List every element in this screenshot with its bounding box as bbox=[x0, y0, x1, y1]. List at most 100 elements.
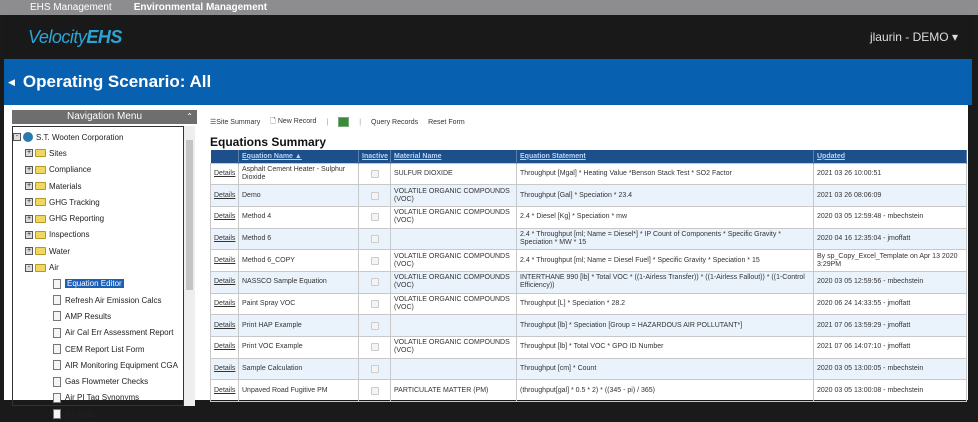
tree-item[interactable]: Air Cal Err Assessment Report bbox=[13, 325, 183, 341]
topnav-environmental-management[interactable]: Environmental Management bbox=[133, 2, 268, 13]
expand-icon[interactable]: + bbox=[25, 165, 33, 174]
table-row: Details Method 4 VOLATILE ORGANIC COMPOU… bbox=[210, 205, 967, 229]
details-link[interactable]: Details bbox=[214, 386, 236, 394]
tree-item[interactable]: Refresh Air Emission Calcs bbox=[13, 292, 183, 308]
col-equation-statement[interactable]: Equation Statement bbox=[516, 150, 814, 163]
collapse-arrow-icon[interactable]: ◀ bbox=[8, 76, 15, 87]
reset-form-button[interactable]: Reset Form bbox=[428, 118, 465, 126]
inactive-checkbox[interactable] bbox=[370, 321, 379, 330]
updated: 2021 07 06 13:59:29 - jmoffatt bbox=[813, 314, 967, 337]
table-header: Equation Name ▲ Inactive Material Name E… bbox=[210, 150, 967, 163]
details-cell: Details bbox=[210, 184, 239, 207]
material-name: VOLATILE ORGANIC COMPOUNDS (VOC) bbox=[390, 184, 517, 207]
tree-folder[interactable]: + Compliance bbox=[13, 162, 183, 178]
tree-item[interactable]: AMP Results bbox=[13, 308, 183, 324]
details-link[interactable]: Details bbox=[214, 169, 236, 177]
col-equation-name[interactable]: Equation Name ▲ bbox=[238, 150, 359, 163]
equation-statement: 2.4 * Diesel [Kg] * Speciation * mw bbox=[516, 205, 814, 229]
tree-folder[interactable]: + Water bbox=[13, 243, 183, 259]
col-material-name[interactable]: Material Name bbox=[390, 150, 517, 163]
user-menu[interactable]: jlaurin - DEMO ▾ bbox=[869, 30, 958, 44]
expand-icon[interactable]: + bbox=[25, 230, 33, 239]
inactive-cell bbox=[358, 184, 391, 207]
site-summary-button[interactable]: ☰Site Summary bbox=[210, 119, 261, 126]
tree-item[interactable]: Gas Flowmeter Checks bbox=[13, 373, 183, 389]
details-link[interactable]: Details bbox=[214, 321, 236, 329]
material-name: VOLATILE ORGANIC COMPOUNDS (VOC) bbox=[390, 249, 517, 272]
tree-item[interactable]: Air Rata bbox=[13, 406, 183, 422]
inactive-checkbox[interactable] bbox=[370, 386, 379, 395]
details-link[interactable]: Details bbox=[214, 365, 236, 373]
tree-label: GHG Reporting bbox=[49, 214, 105, 224]
expand-icon[interactable]: + bbox=[25, 182, 33, 191]
document-icon bbox=[53, 392, 61, 403]
details-cell: Details bbox=[210, 314, 239, 337]
tree-folder[interactable]: + Inspections bbox=[13, 227, 183, 243]
material-name: VOLATILE ORGANIC COMPOUNDS (VOC) bbox=[390, 292, 517, 316]
details-link[interactable]: Details bbox=[214, 234, 236, 242]
new-record-button[interactable]: 🗋 New Record bbox=[270, 117, 316, 128]
table-row: Details Method 6 2.4 * Throughput [ml; N… bbox=[210, 227, 967, 251]
inactive-checkbox[interactable] bbox=[370, 191, 379, 200]
inactive-checkbox[interactable] bbox=[370, 299, 379, 308]
inactive-checkbox[interactable] bbox=[370, 169, 379, 178]
tree-folder[interactable]: + Materials bbox=[13, 178, 183, 194]
nav-tree: - S.T. Wooten Corporation + Sites + Complianc… bbox=[12, 126, 184, 420]
inactive-checkbox[interactable] bbox=[370, 256, 379, 265]
new-record-label: New Record bbox=[277, 117, 317, 125]
expand-icon[interactable]: + bbox=[25, 214, 33, 223]
inactive-cell bbox=[358, 336, 391, 359]
excel-export-icon[interactable] bbox=[338, 117, 350, 127]
equation-name: Paint Spray VOC bbox=[238, 292, 359, 316]
col-updated[interactable]: Updated bbox=[813, 150, 967, 163]
collapse-icon[interactable]: ⌃ bbox=[186, 112, 193, 121]
equation-statement: 2.4 * Throughput [ml; Name = Diesel Fuel… bbox=[516, 249, 814, 272]
tree-item[interactable]: CEM Report List Form bbox=[13, 341, 183, 357]
tree-label: Compliance bbox=[49, 165, 92, 175]
nav-scrollbar[interactable] bbox=[184, 126, 195, 406]
tree-folder[interactable]: + GHG Tracking bbox=[13, 194, 183, 210]
material-name bbox=[390, 314, 517, 337]
inactive-checkbox[interactable] bbox=[370, 213, 379, 222]
details-link[interactable]: Details bbox=[214, 278, 236, 286]
table-title: Equations Summary bbox=[210, 135, 327, 149]
tree-label: Air Rata bbox=[65, 409, 94, 419]
col-inactive[interactable]: Inactive bbox=[358, 150, 391, 163]
tree-folder-air[interactable]: - Air bbox=[13, 259, 183, 275]
equations-table: Equation Name ▲ Inactive Material Name E… bbox=[210, 150, 967, 403]
top-nav: EHS Management Environmental Management bbox=[0, 0, 978, 15]
details-cell: Details bbox=[210, 249, 239, 272]
document-icon: 🗋 bbox=[270, 117, 276, 125]
tree-item[interactable]: Equation Editor bbox=[13, 276, 183, 292]
details-link[interactable]: Details bbox=[214, 343, 236, 351]
tree-item[interactable]: Air PI Tag Synonyms bbox=[13, 390, 183, 406]
col-details bbox=[210, 150, 239, 163]
tree-item[interactable]: AIR Monitoring Equipment CGA bbox=[13, 357, 183, 373]
topnav-ehs-management[interactable]: EHS Management bbox=[30, 2, 112, 13]
expand-icon[interactable]: + bbox=[25, 247, 33, 256]
query-records-button[interactable]: Query Records bbox=[371, 118, 419, 126]
expand-icon[interactable]: + bbox=[25, 149, 33, 158]
tree-folder[interactable]: + Sites bbox=[13, 145, 183, 161]
inactive-checkbox[interactable] bbox=[370, 234, 379, 243]
inactive-checkbox[interactable] bbox=[370, 343, 379, 352]
scrollbar-thumb[interactable] bbox=[186, 140, 193, 290]
inactive-checkbox[interactable] bbox=[370, 365, 379, 374]
inactive-checkbox[interactable] bbox=[370, 278, 379, 287]
velocityehs-logo[interactable]: VelocityEHS bbox=[28, 27, 122, 48]
collapse-icon[interactable]: - bbox=[25, 263, 33, 272]
tree-folder[interactable]: + GHG Reporting bbox=[13, 210, 183, 226]
details-link[interactable]: Details bbox=[214, 213, 236, 221]
inactive-cell bbox=[358, 314, 391, 337]
details-cell: Details bbox=[210, 292, 239, 316]
navigation-menu: Navigation Menu ⌃ - S.T. Wooten Corporatio… bbox=[12, 110, 197, 420]
tree-root[interactable]: - S.T. Wooten Corporation bbox=[13, 129, 183, 145]
expand-icon[interactable]: + bbox=[25, 198, 33, 207]
document-icon bbox=[53, 295, 61, 306]
globe-icon bbox=[23, 132, 33, 143]
details-link[interactable]: Details bbox=[214, 191, 236, 199]
updated: 2020 03 05 12:59:48 - mbechstein bbox=[813, 205, 967, 229]
details-link[interactable]: Details bbox=[214, 256, 236, 264]
details-link[interactable]: Details bbox=[214, 299, 236, 307]
collapse-icon[interactable]: - bbox=[13, 133, 21, 142]
